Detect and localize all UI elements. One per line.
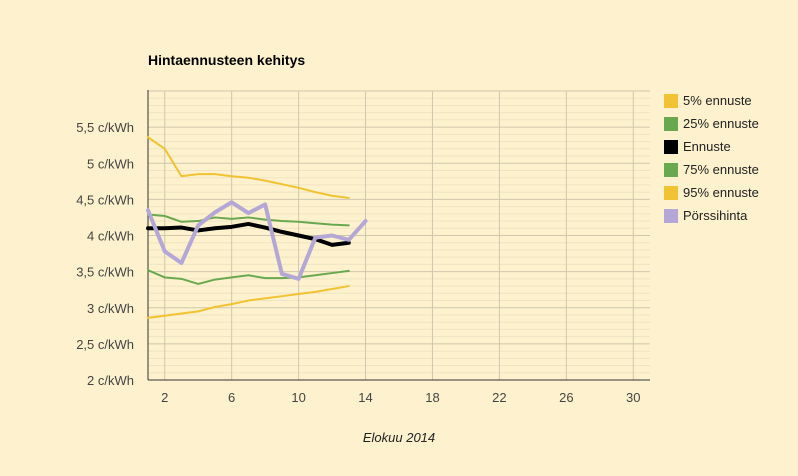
legend-swatch: [664, 93, 678, 108]
legend-label: 5% ennuste: [683, 93, 752, 108]
series-lines: [146, 136, 368, 319]
x-tick-label: 10: [291, 390, 305, 405]
x-tick-label: 30: [626, 390, 640, 405]
y-tick-label: 5 c/kWh: [87, 156, 134, 171]
legend-item[interactable]: Pörssihinta: [664, 204, 759, 227]
x-tick-label: 22: [492, 390, 506, 405]
series-line-6: [146, 200, 368, 281]
legend-label: 25% ennuste: [683, 116, 759, 131]
legend-item[interactable]: 75% ennuste: [664, 158, 759, 181]
legend-item[interactable]: 95% ennuste: [664, 181, 759, 204]
series-line-2: [147, 213, 350, 227]
y-tick-label: 5,5 c/kWh: [76, 120, 134, 135]
x-tick-label: 18: [425, 390, 439, 405]
legend-label: Pörssihinta: [683, 208, 748, 223]
x-tick-label: 14: [358, 390, 372, 405]
legend-swatch: [664, 139, 678, 154]
legend-item[interactable]: 5% ennuste: [664, 89, 759, 112]
series-line-1: [147, 136, 350, 199]
grid-lines: [148, 90, 650, 381]
y-tick-label: 3 c/kWh: [87, 301, 134, 316]
legend-label: 95% ennuste: [683, 185, 759, 200]
y-tick-label: 4,5 c/kWh: [76, 192, 134, 207]
legend-swatch: [664, 116, 678, 131]
x-tick-label: 26: [559, 390, 573, 405]
chart-title: Hintaennusteen kehitys: [148, 52, 305, 68]
y-tick-label: 2,5 c/kWh: [76, 337, 134, 352]
tick-labels: 2 c/kWh 2,5 c/kWh 3 c/kWh 3,5 c/kWh 4 c/kWh 4…: [76, 120, 640, 405]
legend-label: 75% ennuste: [683, 162, 759, 177]
series-line-5: [147, 285, 350, 319]
series-line-3: [146, 221, 351, 247]
x-tick-label: 6: [228, 390, 235, 405]
x-axis-label: Elokuu 2014: [363, 430, 435, 445]
y-tick-label: 3,5 c/kWh: [76, 265, 134, 280]
legend-swatch: [664, 185, 678, 200]
chart-legend: 5% ennuste 25% ennuste Ennuste 75% ennuste 9…: [664, 89, 759, 227]
y-tick-label: 4 c/kWh: [87, 229, 134, 244]
legend-item[interactable]: Ennuste: [664, 135, 759, 158]
x-tick-label: 2: [161, 390, 168, 405]
legend-label: Ennuste: [683, 139, 731, 154]
legend-swatch: [664, 162, 678, 177]
y-tick-label: 2 c/kWh: [87, 373, 134, 388]
legend-swatch: [664, 208, 678, 223]
series-line-4: [147, 269, 350, 285]
legend-item[interactable]: 25% ennuste: [664, 112, 759, 135]
